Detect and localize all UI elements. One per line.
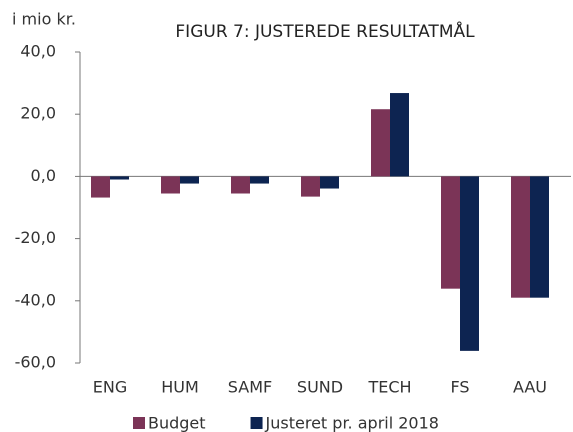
x-tick-label: TECH [367, 378, 411, 397]
x-tick-label: HUM [161, 378, 199, 397]
y-tick-label: 20,0 [20, 104, 56, 123]
bar [511, 176, 530, 298]
legend-label: Budget [148, 414, 206, 432]
bar [371, 109, 390, 177]
y-axis-label: i mio kr. [12, 10, 76, 29]
bar [441, 176, 460, 289]
legend-label: Justeret pr. april 2018 [265, 414, 439, 432]
legend-swatch [250, 417, 263, 429]
chart-title: FIGUR 7: JUSTEREDE RESULTATMÅL [175, 20, 475, 42]
y-tick-label: -20,0 [15, 228, 56, 247]
bar [91, 176, 110, 198]
y-tick-label: -60,0 [15, 353, 56, 372]
x-tick-label: SUND [297, 378, 343, 397]
x-tick-label: ENG [93, 378, 127, 397]
x-tick-label: SAMF [228, 378, 272, 397]
y-tick-label: 40,0 [20, 42, 56, 61]
bar [180, 176, 199, 184]
bar [390, 93, 409, 177]
bar [110, 176, 129, 180]
y-tick-label: -40,0 [15, 290, 56, 309]
bar [301, 176, 320, 197]
bar [231, 176, 250, 194]
bar [530, 176, 549, 298]
y-tick-label: 0,0 [31, 166, 56, 185]
legend-swatch [133, 417, 145, 429]
bar [161, 176, 180, 194]
x-tick-label: FS [450, 378, 469, 397]
bar [320, 176, 339, 189]
x-tick-label: AAU [513, 378, 547, 397]
bar [460, 176, 479, 351]
bar [250, 176, 269, 184]
